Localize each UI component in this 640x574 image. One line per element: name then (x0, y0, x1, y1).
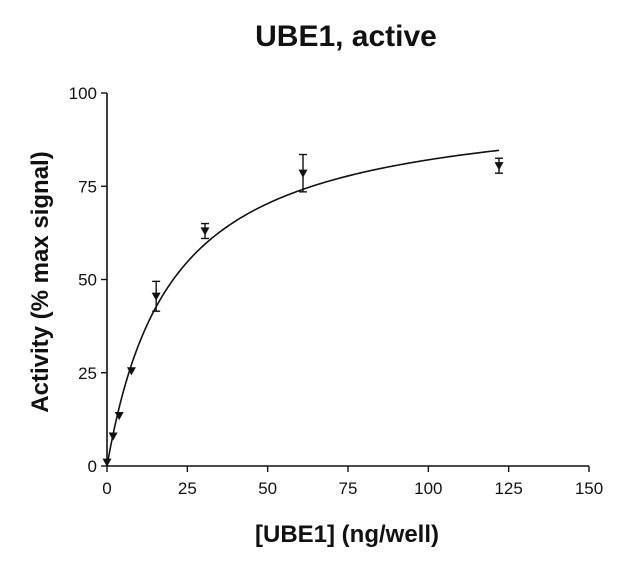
y-tick-label: 50 (78, 271, 97, 290)
x-tick-label: 125 (494, 479, 522, 498)
x-tick-label: 100 (414, 479, 442, 498)
data-point (126, 367, 136, 376)
axes (106, 93, 589, 467)
y-tick-label: 25 (78, 364, 97, 383)
y-tick-label: 100 (69, 84, 97, 103)
data-point (151, 292, 161, 301)
x-tick-label: 75 (339, 479, 358, 498)
x-tick-label: 150 (575, 479, 603, 498)
data-points (102, 153, 504, 467)
x-tick-label: 50 (258, 479, 277, 498)
data-point (200, 227, 210, 236)
x-axis-label: [UBE1] (ng/well) (255, 521, 439, 548)
y-tick-label: 75 (78, 177, 97, 196)
data-point (114, 412, 124, 421)
data-point (102, 458, 112, 467)
fit-curve (106, 149, 500, 467)
data-point (298, 169, 308, 178)
chart-title: UBE1, active (255, 20, 437, 53)
data-point (494, 162, 504, 171)
y-axis-label: Activity (% max signal) (27, 151, 54, 412)
x-tick-label: 25 (178, 479, 197, 498)
y-tick-label: 0 (88, 457, 97, 476)
x-tick-label: 0 (102, 479, 111, 498)
data-point (108, 432, 118, 441)
ticks: 0 25 50 75 100 0 25 50 75 100 125 150 (69, 84, 604, 498)
fit-curve-group (106, 149, 500, 467)
